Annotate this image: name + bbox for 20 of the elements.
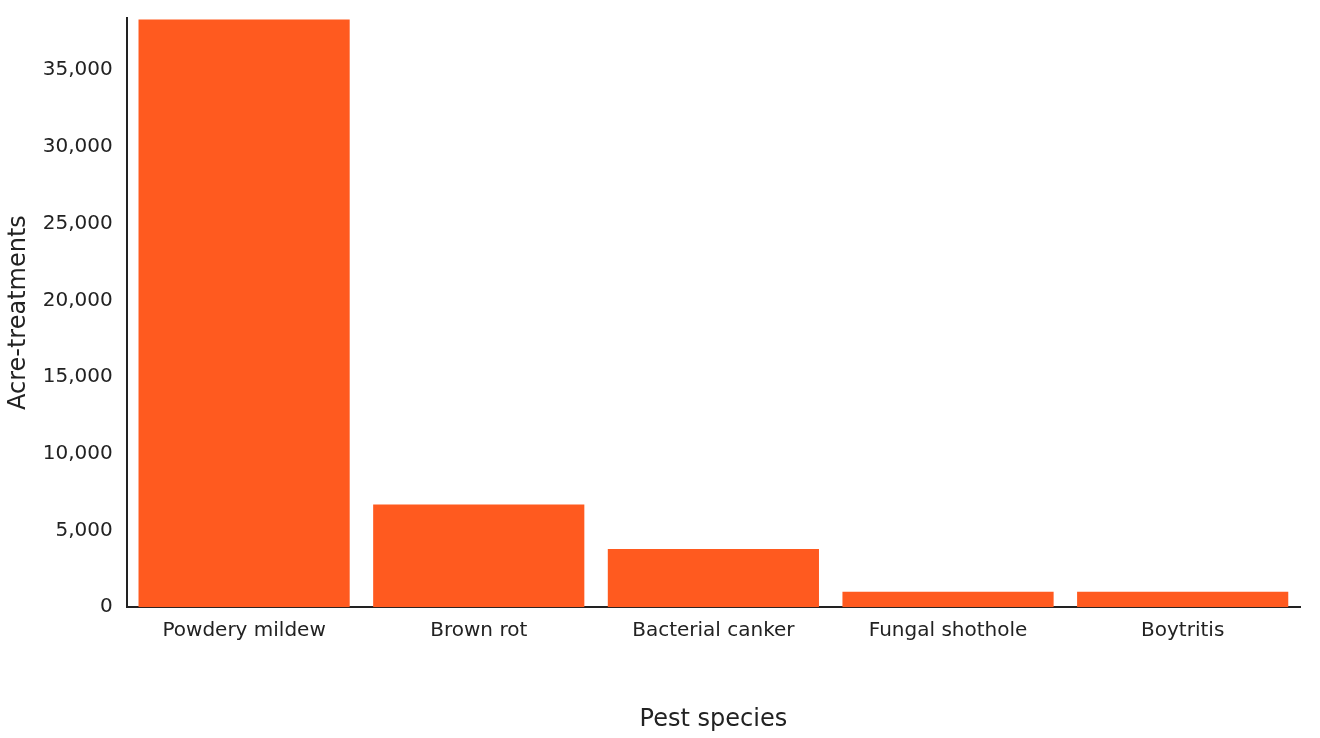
y-tick-label: 0 — [100, 593, 113, 618]
x-tick-label: Bacterial canker — [632, 617, 796, 642]
y-tick-label: 20,000 — [42, 286, 113, 311]
x-tick-label: Fungal shothole — [868, 617, 1028, 642]
bar — [373, 504, 585, 608]
bar — [607, 548, 819, 608]
bar — [842, 591, 1054, 608]
y-tick-label: 10,000 — [42, 439, 113, 464]
y-tick-label: 35,000 — [42, 56, 113, 81]
x-tick-label: Powdery mildew — [162, 617, 326, 642]
x-axis-title: Pest species — [639, 703, 788, 732]
x-tick-label: Boytritis — [1141, 617, 1225, 642]
y-axis-title: Acre-treatments — [2, 215, 31, 411]
y-tick-label: 15,000 — [42, 363, 113, 388]
bar — [138, 19, 350, 608]
y-tick-label: 25,000 — [42, 209, 113, 234]
y-tick-label: 5,000 — [55, 516, 113, 541]
bar — [1077, 591, 1289, 608]
x-tick-label: Brown rot — [430, 617, 528, 642]
y-tick-label: 30,000 — [42, 133, 113, 158]
